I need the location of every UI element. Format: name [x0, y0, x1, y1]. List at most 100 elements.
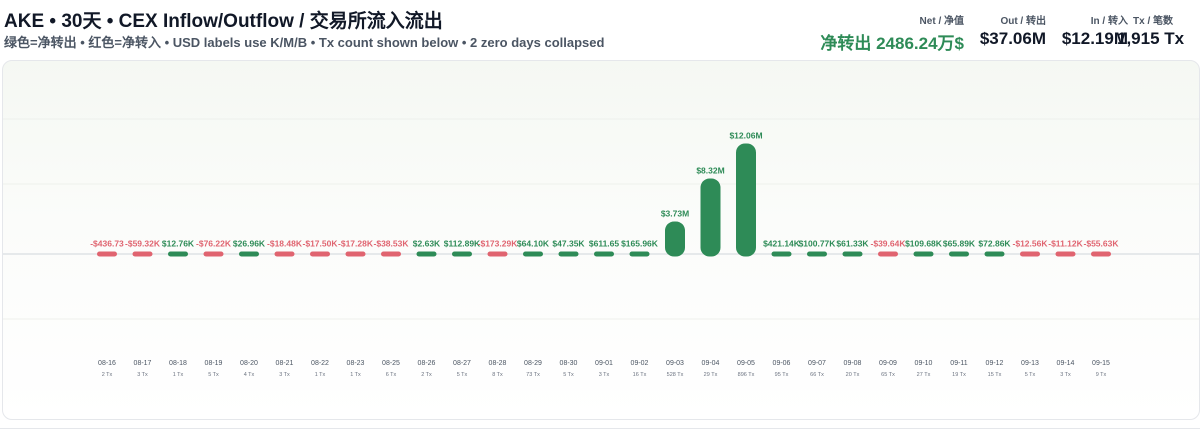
data-label-08-28: -$173.29K	[478, 239, 519, 249]
stat-tx: Tx / 笔数 1,915 Tx	[1117, 12, 1184, 49]
tx-count-09-15: 9 Tx	[1096, 372, 1107, 378]
data-label-09-06: $421.14K	[763, 239, 801, 249]
tx-count-09-09: 65 Tx	[881, 372, 895, 378]
tx-count-08-30: 5 Tx	[563, 372, 574, 378]
x-tick-09-13: 09-13	[1021, 360, 1039, 367]
tx-count-08-29: 73 Tx	[526, 372, 540, 378]
data-label-09-01: $611.65	[589, 239, 620, 249]
bar-09-02	[629, 251, 650, 257]
bar-09-15	[1091, 251, 1111, 257]
data-label-08-26: $2.63K	[413, 239, 441, 249]
x-tick-08-23: 08-23	[347, 360, 365, 367]
x-tick-08-26: 08-26	[418, 360, 436, 367]
data-label-09-10: $109.68K	[905, 239, 943, 249]
data-label-09-05: $12.06M	[729, 131, 762, 141]
tx-count-09-08: 20 Tx	[846, 372, 860, 378]
tx-count-08-28: 8 Tx	[492, 372, 503, 378]
tx-count-08-19: 5 Tx	[208, 372, 219, 378]
bar-08-17	[132, 251, 153, 257]
data-label-09-15: -$55.63K	[1084, 239, 1120, 249]
x-tick-08-28: 08-28	[489, 360, 507, 367]
bar-08-26	[416, 251, 437, 257]
divider	[0, 428, 1200, 429]
chart-title: AKE • 30天 • CEX Inflow/Outflow / 交易所流入流出	[4, 11, 443, 32]
bar-09-06	[771, 251, 792, 257]
tx-count-09-14: 3 Tx	[1060, 372, 1071, 378]
bar-09-03	[665, 221, 685, 257]
summary-stats: Net / 净值 净转出 2486.24万$ Out / 转出 $37.06M …	[0, 12, 1200, 54]
x-tick-08-20: 08-20	[240, 360, 258, 367]
tx-count-09-02: 16 Tx	[633, 372, 647, 378]
tx-count-08-23: 1 Tx	[350, 372, 361, 378]
tx-count-08-22: 1 Tx	[315, 372, 326, 378]
tx-count-09-11: 19 Tx	[952, 372, 966, 378]
x-tick-08-22: 08-22	[311, 360, 329, 367]
bar-08-27	[452, 251, 472, 257]
x-tick-09-14: 09-14	[1057, 360, 1075, 367]
bar-08-28	[487, 251, 508, 257]
data-label-08-16: -$436.73	[90, 239, 124, 249]
data-label-09-08: $61.33K	[836, 239, 869, 249]
stat-out-label: Out / 转出	[1000, 16, 1046, 27]
x-tick-09-07: 09-07	[808, 360, 826, 367]
tx-count-09-07: 66 Tx	[810, 372, 824, 378]
tx-count-08-16: 2 Tx	[102, 372, 113, 378]
stat-in-value: $12.19M	[1061, 29, 1128, 48]
stat-net-value: 净转出 2486.24万$	[820, 34, 964, 53]
data-label-08-30: $47.35K	[552, 239, 585, 249]
tx-count-09-13: 5 Tx	[1025, 372, 1036, 378]
x-tick-09-02: 09-02	[631, 360, 649, 367]
x-tick-09-08: 09-08	[844, 360, 862, 367]
data-label-08-21: -$18.48K	[267, 239, 303, 249]
x-tick-08-19: 08-19	[205, 360, 223, 367]
bar-09-01	[594, 251, 614, 257]
data-label-08-22: -$17.50K	[303, 239, 339, 249]
tx-count-09-03: 528 Tx	[667, 372, 684, 378]
data-label-08-25: -$38.53K	[374, 239, 410, 249]
stat-net-label: Net / 净值	[919, 16, 964, 27]
bar-09-12	[984, 251, 1005, 257]
data-label-08-20: $26.96K	[233, 239, 266, 249]
x-tick-09-11: 09-11	[950, 360, 967, 367]
bar-09-13	[1020, 251, 1040, 257]
bar-08-22	[310, 251, 330, 257]
data-label-09-09: -$39.64K	[871, 239, 907, 249]
stat-net: Net / 净值 净转出 2486.24万$	[820, 12, 964, 54]
tx-count-08-18: 1 Tx	[173, 372, 184, 378]
x-tick-08-17: 08-17	[134, 360, 152, 367]
x-tick-09-10: 09-10	[915, 360, 933, 367]
tx-count-09-04: 29 Tx	[704, 372, 718, 378]
tx-count-09-01: 3 Tx	[599, 372, 610, 378]
x-tick-08-27: 08-27	[453, 360, 471, 367]
x-tick-08-16: 08-16	[98, 360, 116, 367]
data-label-09-12: $72.86K	[978, 239, 1011, 249]
bar-09-09	[878, 251, 898, 257]
data-label-08-17: -$59.32K	[125, 239, 161, 249]
stat-in: In / 转入 $12.19M	[1062, 12, 1128, 49]
bar-08-30	[558, 251, 579, 257]
x-tick-08-21: 08-21	[276, 360, 294, 367]
x-tick-09-15: 09-15	[1092, 360, 1110, 367]
x-tick-08-25: 08-25	[382, 360, 400, 367]
x-tick-09-12: 09-12	[986, 360, 1004, 367]
data-label-09-02: $165.96K	[621, 239, 659, 249]
bar-09-08	[842, 251, 863, 257]
tx-count-08-20: 4 Tx	[244, 372, 255, 378]
x-tick-09-01: 09-01	[595, 360, 613, 367]
data-label-08-19: -$76.22K	[196, 239, 232, 249]
bar-08-29	[523, 251, 543, 257]
stat-out-value: $37.06M	[979, 29, 1046, 48]
data-label-08-27: $112.89K	[444, 239, 481, 249]
bar-08-25	[381, 251, 401, 257]
bar-09-07	[807, 251, 827, 257]
bar-09-04	[700, 178, 721, 257]
data-label-09-13: -$12.56K	[1013, 239, 1049, 249]
bar-08-20	[239, 251, 259, 257]
tx-count-08-21: 3 Tx	[279, 372, 290, 378]
chart-panel: -$436.73 08-16 2 Tx -$59.32K 08-17 3 Tx $12.76…	[2, 60, 1200, 420]
stat-tx-value: 1,915 Tx	[1117, 29, 1185, 48]
data-label-08-29: $64.10K	[517, 239, 550, 249]
x-tick-08-30: 08-30	[560, 360, 578, 367]
bar-chart: -$436.73 08-16 2 Tx -$59.32K 08-17 3 Tx $12.76…	[3, 118, 1199, 378]
stat-out: Out / 转出 $37.06M	[980, 12, 1046, 49]
